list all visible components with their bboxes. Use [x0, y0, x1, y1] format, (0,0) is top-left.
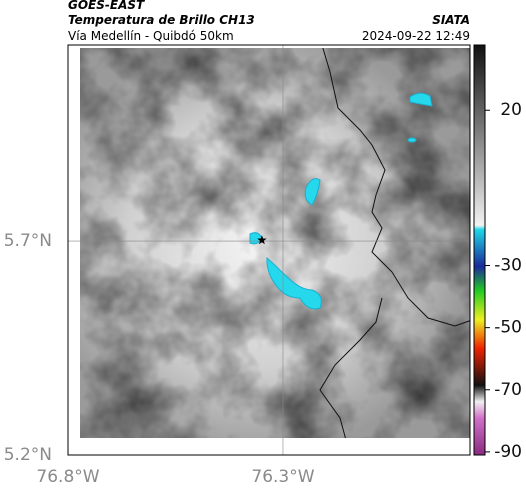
satellite: GOES-EAST	[68, 0, 145, 12]
colorbar-tick-label: 20	[500, 100, 522, 120]
colorbar-tick-label: -30	[494, 256, 522, 276]
colorbar	[473, 44, 486, 456]
satellite-image	[80, 48, 470, 438]
y-tick-label: 5.7°N	[4, 231, 52, 251]
product: Temperatura de Brillo CH13	[68, 13, 255, 27]
x-tick-label: 76.3°W	[251, 467, 314, 487]
route: Vía Medellín - Quibdó 50km	[68, 29, 234, 43]
location-marker	[257, 235, 267, 245]
y-tick-label: 5.2°N	[4, 445, 52, 465]
colorbar-tick-label: -90	[494, 442, 522, 462]
colorbar-tick-label: -50	[494, 318, 522, 338]
source: SIATA	[432, 13, 470, 27]
x-tick-label: 76.8°W	[36, 467, 99, 487]
map-frame	[67, 44, 471, 456]
colorbar-tick-label: -70	[494, 380, 522, 400]
datetime: 2024-09-22 12:49	[362, 29, 470, 43]
